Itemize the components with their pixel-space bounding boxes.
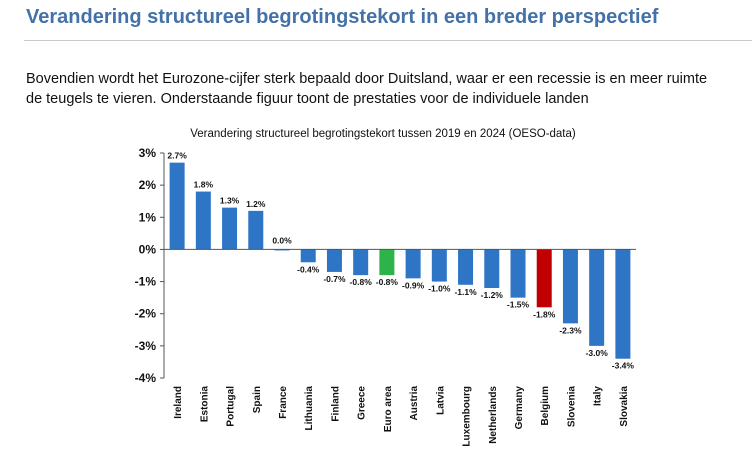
bar-latvia [431, 249, 447, 282]
data-label: -3.0% [586, 348, 609, 358]
data-label: 0.0% [272, 235, 292, 245]
bar-spain [248, 210, 264, 250]
data-label: 1.3% [220, 196, 240, 206]
bar-netherlands [484, 249, 500, 288]
bar-austria [405, 249, 421, 279]
data-label: -2.3% [559, 325, 582, 335]
data-label: -0.8% [350, 277, 373, 287]
data-label: 2.7% [167, 151, 187, 161]
x-tick-label: Latvia [435, 386, 446, 415]
x-tick-label: Netherlands [488, 386, 499, 444]
x-tick-label: Spain [252, 386, 263, 413]
x-tick-label: Belgium [540, 386, 551, 426]
data-label: -0.4% [297, 264, 320, 274]
bar-greece [353, 249, 369, 276]
intro-text: Bovendien wordt het Eurozone-cijfer ster… [26, 69, 752, 109]
y-tick-label: 0% [139, 242, 157, 256]
y-tick-label: 1% [139, 210, 157, 224]
y-tick-label: 2% [139, 178, 157, 192]
data-label: -1.2% [481, 290, 504, 300]
data-label: -1.5% [507, 300, 530, 310]
data-label: -0.8% [376, 277, 399, 287]
data-label: 1.2% [246, 199, 266, 209]
x-tick-label: Finland [330, 386, 341, 422]
bar-euro-area [379, 249, 395, 276]
x-tick-label: Slovenia [566, 386, 577, 428]
bar-estonia [195, 191, 211, 250]
data-label: -1.0% [428, 284, 451, 294]
y-tick-label: -3% [135, 339, 157, 353]
x-tick-label: Estonia [199, 386, 210, 423]
page-title: Verandering structureel begrotingstekort… [26, 6, 659, 28]
y-tick-label: -1% [135, 275, 157, 289]
y-tick-label: -4% [135, 371, 157, 385]
data-label: 1.8% [194, 180, 214, 190]
x-tick-label: Greece [357, 386, 368, 420]
x-tick-label: Austria [409, 386, 420, 421]
data-label: -1.8% [533, 309, 556, 319]
x-tick-label: Germany [514, 386, 525, 430]
x-tick-label: Slovakia [619, 386, 630, 427]
chart-title: Verandering structureel begrotingstekort… [190, 128, 576, 140]
data-label: -3.4% [612, 361, 635, 371]
x-tick-label: Italy [593, 386, 604, 406]
data-label: -1.1% [454, 287, 477, 297]
bar-ireland [169, 162, 185, 250]
x-tick-label: Ireland [173, 386, 184, 419]
x-tick-label: Lithuania [304, 386, 315, 431]
intro-line-1: Bovendien wordt het Eurozone-cijfer ster… [26, 71, 708, 87]
y-tick-label: -2% [135, 307, 157, 321]
bar-lithuania [300, 249, 316, 263]
intro-line-2: de teugels te vieren. Onderstaande figuu… [26, 91, 589, 107]
x-tick-label: France [278, 386, 289, 419]
bar-germany [510, 249, 526, 298]
y-tick-label: 3% [139, 146, 157, 160]
bar-luxembourg [458, 249, 474, 285]
data-label: -0.9% [402, 280, 425, 290]
title-divider [24, 40, 752, 41]
bar-belgium [536, 249, 552, 308]
x-tick-label: Portugal [226, 386, 237, 427]
bar-portugal [222, 207, 238, 250]
bar-slovenia [562, 249, 578, 324]
x-tick-label: Euro area [383, 386, 394, 433]
bar-italy [589, 249, 605, 346]
data-label: -0.7% [323, 274, 346, 284]
x-tick-label: Luxembourg [462, 386, 473, 447]
bar-finland [326, 249, 342, 272]
bar-slovakia [615, 249, 631, 359]
